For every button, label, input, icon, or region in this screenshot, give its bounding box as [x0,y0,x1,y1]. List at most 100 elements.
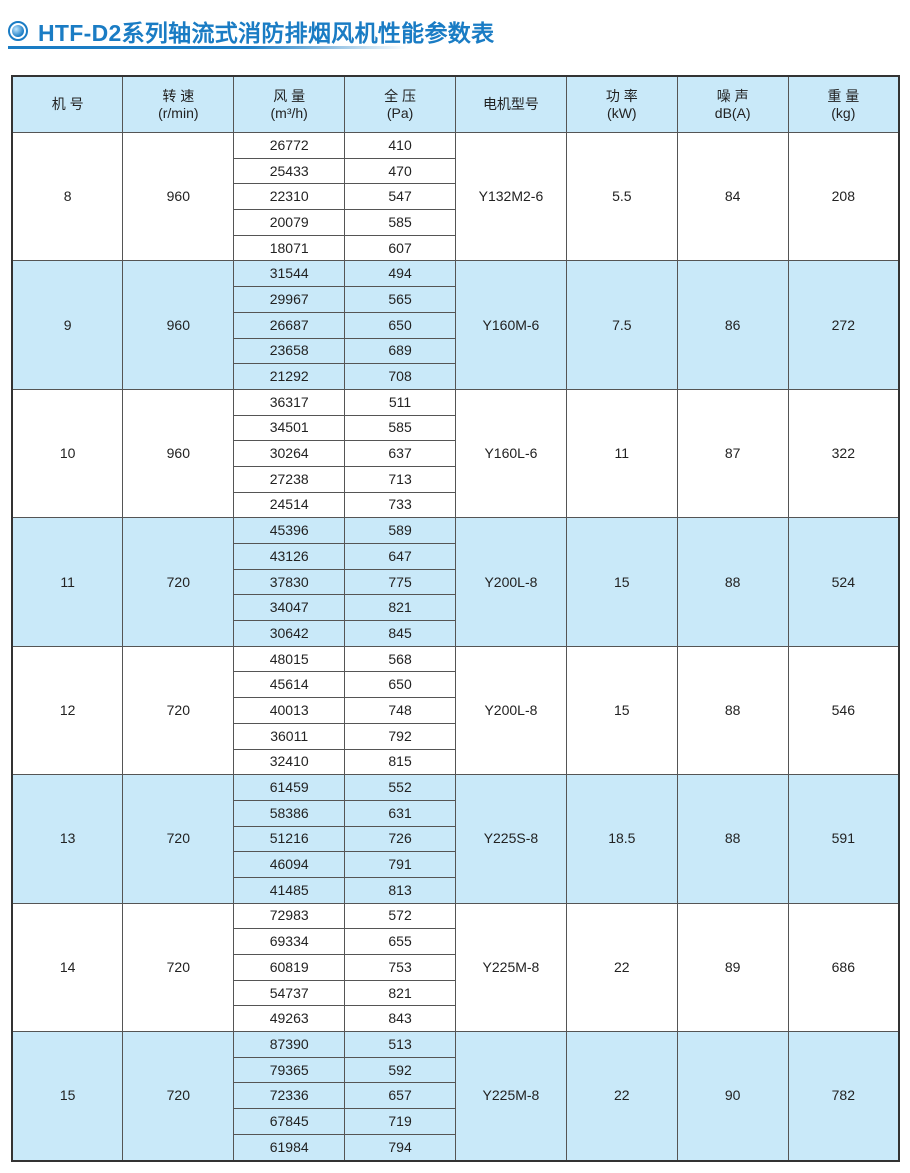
pressure-cell: 585 [344,209,456,236]
airflow-cell: 43126 [233,543,346,570]
table-row: 26687 650 [12,311,899,339]
motor-model-cell: Y225M-8 [455,902,567,1033]
airflow-cell: 41485 [233,876,346,904]
header-unit: (kg) [831,104,856,121]
machine-no-cell: 9 [11,260,124,390]
airflow-cell: 18071 [233,234,346,262]
pressure-cell: 791 [344,851,456,878]
noise-cell: 84 [676,131,789,262]
pressure-cell: 568 [344,645,456,673]
noise-cell: 88 [676,774,789,904]
airflow-cell: 60819 [233,954,346,981]
header-label: 重 量 [827,87,860,104]
airflow-cell: 36011 [233,722,346,750]
header-label: 全 压 [384,87,416,104]
pressure-cell: 726 [344,825,456,853]
table-row: 18071 607 [12,234,899,262]
pressure-cell: 650 [344,671,456,699]
table-row: 46094 791 [12,851,899,878]
table-row: 23658 689 [12,337,899,365]
pressure-cell: 845 [344,620,456,647]
table-row: 25433 470 [12,157,899,185]
airflow-cell: 45396 [233,517,346,544]
noise-cell: 87 [676,388,789,519]
col-power-header: 功 率 (kW) [565,75,678,133]
pressure-cell: 719 [344,1108,456,1135]
airflow-cell: 24514 [233,491,346,519]
airflow-cell: 34047 [233,594,346,622]
airflow-cell: 67845 [233,1108,346,1135]
col-speed-header: 转 速 (r/min) [122,75,235,133]
speed-cell: 720 [122,774,235,904]
table-row: 40013 748 [12,697,899,724]
airflow-cell: 79365 [233,1056,346,1084]
airflow-cell: 72336 [233,1082,346,1110]
col-airflow-header: 风 量 (m³/h) [233,75,346,133]
noise-cell: 88 [676,645,789,776]
table-row: 21292 708 [12,363,899,390]
table-row: 13 720 61459 552 Y225S-8 18.5 88 591 [11,774,900,904]
pressure-cell: 794 [344,1133,456,1162]
speed-cell: 960 [122,388,235,519]
airflow-cell: 20079 [233,209,346,236]
header-label: 风 量 [273,87,306,104]
table-row: 9 960 31544 494 Y160M-6 7.5 86 272 [11,260,900,390]
pressure-cell: 843 [344,1005,456,1033]
table-row: 58386 631 [12,799,899,827]
table-row: 72336 657 [12,1082,899,1110]
motor-model-cell: Y160M-6 [455,260,567,390]
airflow-cell: 27238 [233,465,346,493]
header-unit: (r/min) [158,104,199,121]
weight-cell: 686 [787,902,900,1033]
airflow-cell: 61459 [233,774,346,801]
power-cell: 11 [565,388,678,519]
machine-no-cell: 10 [11,388,124,519]
performance-table: 机 号转 速 (r/min) 风 量 (m³/h) 全 压 (Pa) 电机型号功 率 (kW)… [11,75,900,1162]
table-row: 36011 792 [12,722,899,750]
power-cell: 22 [565,1031,678,1161]
pressure-cell: 494 [344,260,456,288]
table-row: 79365 592 [12,1056,899,1084]
table-row: 24514 733 [12,491,899,519]
pressure-cell: 647 [344,543,456,570]
table-row: 37830 775 [12,568,899,596]
airflow-cell: 30264 [233,440,346,467]
header-unit: (m³/h) [270,104,308,121]
pressure-cell: 607 [344,234,456,262]
table-row: 15 720 87390 513 Y225M-8 22 90 782 [11,1031,900,1161]
table-row: 10 960 36317 511 Y160L-6 11 87 322 [11,388,900,519]
col-pressure-header: 全 压 (Pa) [344,75,456,133]
airflow-cell: 30642 [233,620,346,647]
col-noise-header: 噪 声 dB(A) [676,75,789,133]
airflow-cell: 21292 [233,363,346,390]
machine-no-cell: 15 [11,1031,124,1161]
table-row: 8 960 26772 410 Y132M2-6 5.5 84 208 [11,131,900,262]
page-title: HTF-D2系列轴流式消防排烟风机性能参数表 [8,14,494,48]
airflow-cell: 49263 [233,1005,346,1033]
pressure-cell: 547 [344,183,456,211]
pressure-cell: 813 [344,876,456,904]
power-cell: 5.5 [565,131,678,262]
table-row: 67845 719 [12,1108,899,1135]
pressure-cell: 708 [344,363,456,390]
pressure-cell: 713 [344,465,456,493]
table-row: 29967 565 [12,286,899,313]
speed-cell: 720 [122,1031,235,1161]
pressure-cell: 572 [344,902,456,930]
airflow-cell: 87390 [233,1031,346,1058]
machine-no-cell: 13 [11,774,124,904]
table-row: 27238 713 [12,465,899,493]
motor-model-cell: Y225S-8 [455,774,567,904]
machine-no-cell: 8 [11,131,124,262]
weight-cell: 524 [787,517,900,647]
power-cell: 15 [565,645,678,776]
weight-cell: 272 [787,260,900,390]
col-motor-model-header: 电机型号 [455,75,567,133]
pressure-cell: 753 [344,954,456,981]
pressure-cell: 410 [344,132,456,159]
header-label: 机 号 [51,96,84,112]
col-machine-no-header: 机 号 [11,75,124,133]
power-cell: 15 [565,517,678,647]
power-cell: 22 [565,902,678,1033]
airflow-cell: 40013 [233,697,346,724]
